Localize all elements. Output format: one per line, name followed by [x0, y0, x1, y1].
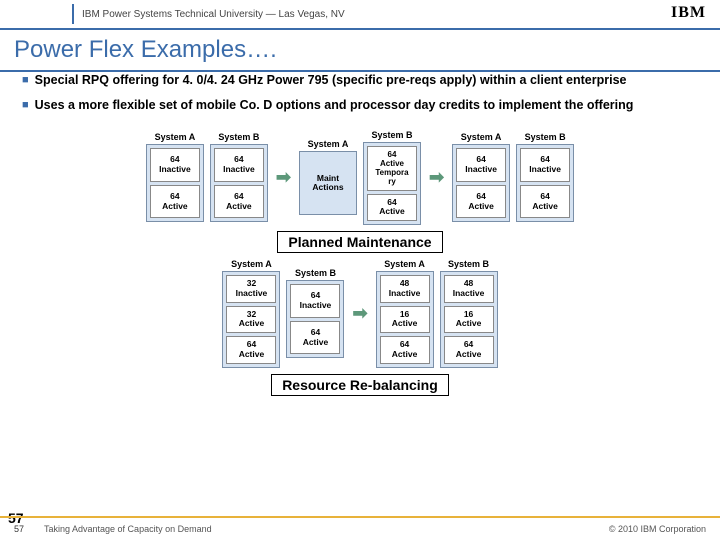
system-b-3: System B 64Inactive 64Active: [516, 132, 574, 222]
arrow-icon: ➡: [274, 167, 293, 188]
system-box: 64Inactive 64Active: [286, 280, 344, 358]
system-box: 64Inactive 64Active: [516, 144, 574, 222]
system-label: System A: [461, 132, 502, 142]
arrow-icon: ➡: [427, 167, 446, 188]
cell: 64Active: [150, 185, 200, 219]
cell: 64Inactive: [150, 148, 200, 182]
system-label: System B: [371, 130, 412, 140]
cell: 64Inactive: [520, 148, 570, 182]
system-box: 64Inactive 64Active: [452, 144, 510, 222]
cell: 32Active: [226, 306, 276, 334]
bullet-icon: ■: [22, 97, 29, 114]
system-a-1: System A 64Inactive 64Active: [146, 132, 204, 222]
cell: 64Active: [380, 336, 430, 364]
system-label: System A: [231, 259, 272, 269]
diagram-row-2: System A 32Inactive 32Active 64Active Sy…: [0, 257, 720, 370]
footer: 57 Taking Advantage of Capacity on Deman…: [0, 516, 720, 540]
cell: 64Active: [290, 321, 340, 355]
cell: 16Active: [444, 306, 494, 334]
system-label: System B: [525, 132, 566, 142]
cell: 64ActiveTemporary: [367, 146, 417, 191]
cell: 64Active: [367, 194, 417, 222]
section-1-wrap: Planned Maintenance: [0, 227, 720, 257]
system-b-5: System B 48Inactive 16Active 64Active: [440, 259, 498, 368]
cell: 64Inactive: [456, 148, 506, 182]
bullet-item: ■ Uses a more flexible set of mobile Co.…: [22, 97, 698, 114]
footer-title: Taking Advantage of Capacity on Demand: [44, 524, 609, 534]
system-b-2: System B 64ActiveTemporary 64Active: [363, 130, 421, 225]
diagram-row-1: System A 64Inactive 64Active System B 64…: [0, 128, 720, 227]
page-title: Power Flex Examples….: [0, 30, 720, 70]
system-b-1: System B 64Inactive 64Active: [210, 132, 268, 222]
bullet-item: ■ Special RPQ offering for 4. 0/4. 24 GH…: [22, 72, 698, 89]
arrow-icon: ➡: [350, 303, 369, 324]
system-a-4: System A 32Inactive 32Active 64Active: [222, 259, 280, 368]
system-box: 48Inactive 16Active 64Active: [376, 271, 434, 368]
header-bar: IBM Power Systems Technical University —…: [0, 0, 720, 28]
cell: 16Active: [380, 306, 430, 334]
system-label: System A: [155, 132, 196, 142]
cell: 64Inactive: [214, 148, 264, 182]
system-box: MaintActions: [299, 151, 357, 215]
cell: MaintActions: [303, 171, 353, 197]
system-a-5: System A 48Inactive 16Active 64Active: [376, 259, 434, 368]
system-a-2: System A MaintActions: [299, 139, 357, 215]
bullet-icon: ■: [22, 72, 29, 89]
cell: 64Active: [520, 185, 570, 219]
system-box: 64Inactive 64Active: [146, 144, 204, 222]
bullet-text: Uses a more flexible set of mobile Co. D…: [35, 97, 634, 114]
header-separator: [72, 4, 74, 24]
system-label: System B: [218, 132, 259, 142]
cell: 48Inactive: [444, 275, 494, 303]
system-b-4: System B 64Inactive 64Active: [286, 268, 344, 358]
cell: 64Active: [444, 336, 494, 364]
system-label: System B: [448, 259, 489, 269]
system-label: System A: [308, 139, 349, 149]
system-box: 64Inactive 64Active: [210, 144, 268, 222]
cell: 64Active: [456, 185, 506, 219]
system-label: System A: [384, 259, 425, 269]
cell: 32Inactive: [226, 275, 276, 303]
header-text: IBM Power Systems Technical University —…: [82, 9, 345, 20]
system-box: 32Inactive 32Active 64Active: [222, 271, 280, 368]
section-label-2: Resource Re-balancing: [271, 374, 449, 396]
bullet-text: Special RPQ offering for 4. 0/4. 24 GHz …: [35, 72, 627, 89]
ibm-logo: IBM: [671, 4, 706, 22]
system-label: System B: [295, 268, 336, 278]
bullet-list: ■ Special RPQ offering for 4. 0/4. 24 GH…: [0, 72, 720, 128]
section-2-wrap: Resource Re-balancing: [0, 370, 720, 400]
system-a-3: System A 64Inactive 64Active: [452, 132, 510, 222]
cell: 64Inactive: [290, 284, 340, 318]
cell: 48Inactive: [380, 275, 430, 303]
system-box: 64ActiveTemporary 64Active: [363, 142, 421, 225]
section-label-1: Planned Maintenance: [277, 231, 442, 253]
cell: 64Active: [214, 185, 264, 219]
page-number: 57: [14, 524, 44, 534]
cell: 64Active: [226, 336, 276, 364]
system-box: 48Inactive 16Active 64Active: [440, 271, 498, 368]
copyright: © 2010 IBM Corporation: [609, 524, 706, 534]
